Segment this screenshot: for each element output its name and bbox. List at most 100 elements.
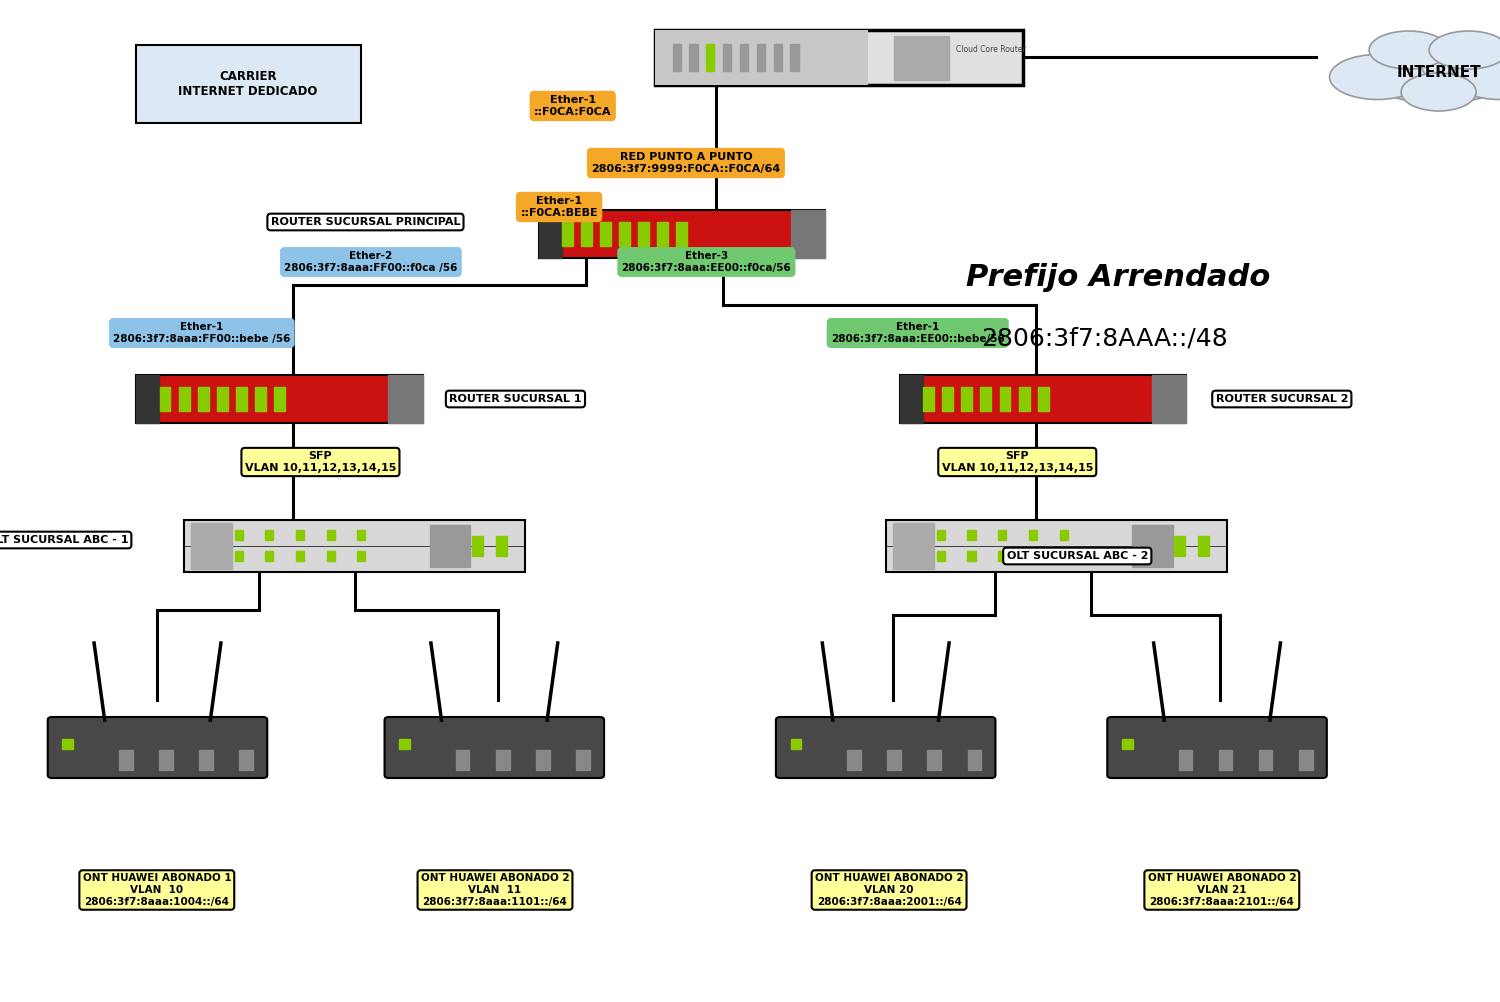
Ellipse shape (1370, 31, 1448, 69)
Bar (357, 530, 366, 540)
Bar (357, 551, 366, 560)
Bar (198, 387, 208, 411)
Bar (676, 222, 687, 246)
Bar (968, 530, 975, 540)
Bar (327, 551, 334, 560)
Ellipse shape (1430, 31, 1500, 69)
Text: OLT SUCURSAL ABC - 2: OLT SUCURSAL ABC - 2 (1007, 551, 1148, 561)
Bar (981, 387, 992, 411)
Bar (938, 530, 945, 540)
Bar (888, 750, 902, 770)
FancyBboxPatch shape (538, 210, 825, 258)
Bar (234, 530, 243, 540)
Bar (600, 222, 610, 246)
FancyBboxPatch shape (886, 520, 1227, 572)
Bar (217, 387, 228, 411)
Bar (938, 551, 945, 560)
Bar (790, 210, 825, 258)
Bar (1218, 750, 1233, 770)
Bar (118, 750, 132, 770)
Text: Ether-1
2806:3f7:8aaa:EE00::bebe/56: Ether-1 2806:3f7:8aaa:EE00::bebe/56 (831, 323, 1005, 344)
Text: Cloud Core Router: Cloud Core Router (957, 45, 1026, 54)
Bar (620, 222, 630, 246)
Text: ONT HUAWEI ABONADO 2
VLAN 21
2806:3f7:8aaa:2101::/64: ONT HUAWEI ABONADO 2 VLAN 21 2806:3f7:8a… (1148, 874, 1296, 907)
Bar (1179, 750, 1192, 770)
Bar (723, 44, 730, 71)
Bar (927, 750, 940, 770)
Bar (178, 387, 189, 411)
Bar (1038, 387, 1048, 411)
Bar (456, 750, 470, 770)
Bar (1152, 375, 1186, 423)
Text: SFP
VLAN 10,11,12,13,14,15: SFP VLAN 10,11,12,13,14,15 (244, 451, 396, 473)
Bar (429, 525, 471, 567)
Bar (562, 222, 573, 246)
Bar (922, 387, 934, 411)
Bar (968, 750, 981, 770)
Text: Ether-2
2806:3f7:8aaa:FF00::f0ca /56: Ether-2 2806:3f7:8aaa:FF00::f0ca /56 (284, 252, 458, 273)
Bar (968, 551, 975, 560)
Bar (847, 750, 861, 770)
Ellipse shape (1360, 41, 1500, 103)
Text: Ether-1
2806:3f7:8aaa:FF00::bebe /56: Ether-1 2806:3f7:8aaa:FF00::bebe /56 (112, 323, 291, 344)
Bar (327, 530, 334, 540)
Bar (495, 536, 507, 556)
Bar (790, 44, 798, 71)
Text: ONT HUAWEI ABONADO 2
VLAN  11
2806:3f7:8aaa:1101::/64: ONT HUAWEI ABONADO 2 VLAN 11 2806:3f7:8a… (420, 874, 570, 907)
Bar (1029, 551, 1036, 560)
Text: INTERNET: INTERNET (1396, 64, 1480, 79)
FancyBboxPatch shape (900, 375, 1186, 423)
Bar (657, 222, 668, 246)
Bar (998, 551, 1006, 560)
Bar (1198, 536, 1209, 556)
FancyBboxPatch shape (384, 717, 604, 778)
Bar (472, 536, 483, 556)
FancyBboxPatch shape (136, 45, 362, 123)
Bar (580, 222, 592, 246)
Bar (892, 523, 934, 569)
Bar (136, 375, 159, 423)
Bar (1029, 530, 1036, 540)
FancyBboxPatch shape (1107, 717, 1328, 778)
Bar (536, 750, 549, 770)
Bar (1299, 750, 1312, 770)
Text: ROUTER SUCURSAL 1: ROUTER SUCURSAL 1 (448, 394, 582, 404)
Bar (672, 44, 681, 71)
Text: Ether-3
2806:3f7:8aaa:EE00::f0ca/56: Ether-3 2806:3f7:8aaa:EE00::f0ca/56 (621, 252, 790, 273)
Bar (690, 44, 698, 71)
Bar (1059, 551, 1068, 560)
Bar (200, 750, 213, 770)
FancyBboxPatch shape (48, 717, 267, 778)
Bar (706, 44, 714, 71)
Bar (1059, 530, 1068, 540)
Text: RED PUNTO A PUNTO
2806:3f7:9999:F0CA::F0CA/64: RED PUNTO A PUNTO 2806:3f7:9999:F0CA::F0… (591, 152, 780, 173)
Bar (1122, 739, 1132, 749)
Text: ONT HUAWEI ABONADO 2
VLAN 20
2806:3f7:8aaa:2001::/64: ONT HUAWEI ABONADO 2 VLAN 20 2806:3f7:8a… (815, 874, 963, 907)
Bar (998, 530, 1006, 540)
Bar (296, 530, 304, 540)
Text: Ether-1
::F0CA:BEBE: Ether-1 ::F0CA:BEBE (520, 196, 599, 217)
Ellipse shape (1452, 54, 1500, 99)
Bar (296, 551, 304, 560)
Bar (388, 375, 423, 423)
FancyBboxPatch shape (184, 520, 525, 572)
FancyBboxPatch shape (654, 30, 1023, 85)
Bar (266, 530, 273, 540)
Bar (756, 44, 765, 71)
Text: Ether-1
::F0CA:F0CA: Ether-1 ::F0CA:F0CA (534, 95, 612, 117)
Bar (240, 750, 254, 770)
Ellipse shape (1329, 54, 1425, 99)
Bar (63, 739, 74, 749)
Bar (255, 387, 266, 411)
Bar (1174, 536, 1185, 556)
Text: ONT HUAWEI ABONADO 1
VLAN  10
2806:3f7:8aaa:1004::/64: ONT HUAWEI ABONADO 1 VLAN 10 2806:3f7:8a… (82, 874, 231, 907)
FancyBboxPatch shape (654, 30, 868, 85)
Text: 2806:3f7:8AAA::/48: 2806:3f7:8AAA::/48 (981, 326, 1228, 350)
Bar (790, 739, 801, 749)
Bar (942, 387, 952, 411)
Bar (638, 222, 650, 246)
Bar (399, 739, 410, 749)
Bar (999, 387, 1011, 411)
Bar (266, 551, 273, 560)
Bar (962, 387, 972, 411)
